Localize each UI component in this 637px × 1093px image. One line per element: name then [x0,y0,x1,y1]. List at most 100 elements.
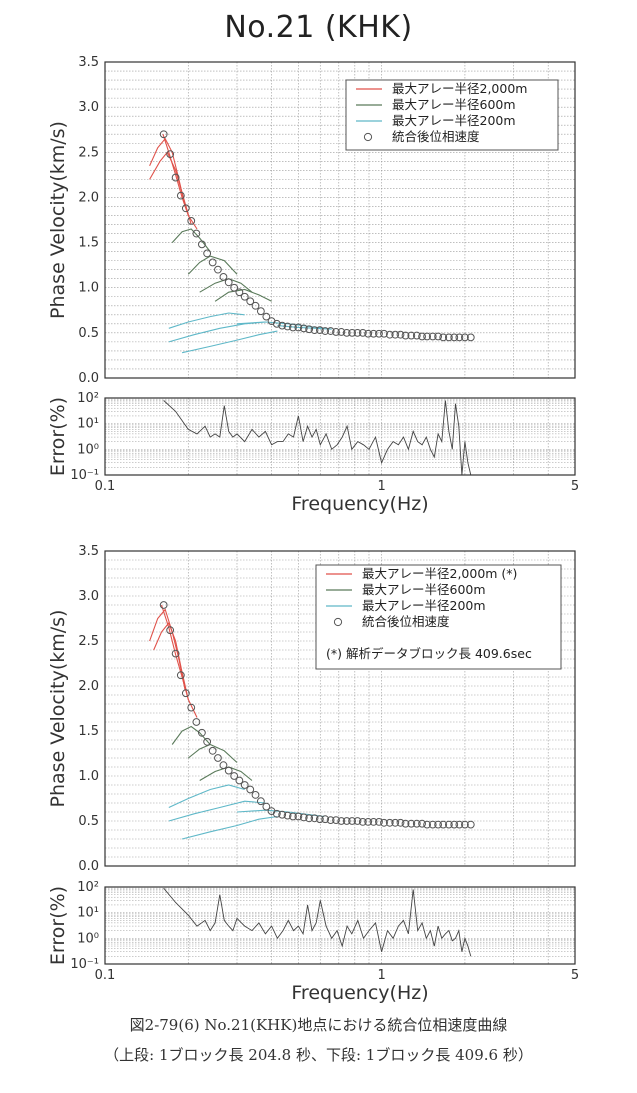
y-tick-label: 0.5 [78,814,99,829]
combined-velocity-point [342,328,351,337]
y-tick-label: 10⁰ [77,442,99,457]
combined-velocity-point [375,818,383,826]
combined-velocity-point [337,328,346,336]
combined-velocity-point [439,333,448,342]
combined-velocity-point [230,283,239,292]
combined-velocity-point [171,173,180,182]
y-tick-label: 0.0 [78,859,99,874]
combined-velocity-point [294,812,303,821]
combined-velocity-point [159,601,168,609]
legend-entry: 統合後位相速度 [362,614,450,629]
legend-entry: 最大アレー半径2,000m [392,81,527,96]
combined-velocity-point [246,297,255,306]
y-tick-label: 3.5 [78,55,99,70]
combined-velocity-point [396,818,405,827]
combined-velocity-point [197,728,206,737]
series-line-array200 [168,800,266,822]
combined-velocity-point [181,204,190,213]
combined-velocity-point [272,319,281,328]
y-tick-label: 1.0 [78,769,99,784]
combined-velocity-point [214,754,222,762]
y-tick-label: 10¹ [77,906,99,921]
combined-velocity-point [289,323,297,332]
combined-velocity-point [181,689,190,698]
combined-velocity-point [197,240,206,249]
error-line [163,887,472,957]
x-axis-label: Frequency(Hz) [291,493,428,515]
combined-velocity-point [412,819,421,828]
series-line-array2000 [153,621,189,700]
series-line-array200 [168,784,245,808]
y-tick-label: 1.0 [78,281,99,296]
combined-velocity-point [219,272,228,281]
x-axis-label: Frequency(Hz) [291,982,428,1004]
combined-velocity-point [187,217,196,225]
y-tick-label: 3.0 [78,589,99,604]
combined-velocity-point [321,327,330,335]
combined-velocity-point [342,817,351,825]
combined-velocity-point [358,818,367,826]
x-tick-label: 1 [377,968,385,983]
combined-velocity-point [444,820,453,829]
combined-velocity-point [332,328,340,336]
series-line-array200 [181,330,278,354]
combined-velocity-point [278,810,287,819]
plot-area [105,398,575,475]
y-tick-label: 1.5 [78,724,99,739]
series-line-array2000 [160,604,198,718]
combined-velocity-point [315,815,324,824]
combined-velocity-point [364,818,373,826]
combined-velocity-point [235,776,244,785]
combined-velocity-point [385,818,394,827]
combined-velocity-point [299,324,308,333]
plot-frame [104,886,576,965]
legend-entry: 最大アレー半径200m [392,113,516,128]
combined-velocity-point [391,818,400,827]
combined-velocity-point [466,333,475,342]
plot-frame [104,61,576,379]
combined-velocity-point [348,817,356,825]
y-tick-label: 2.5 [78,634,99,649]
combined-velocity-point [224,278,233,287]
combined-velocity-point [401,331,410,340]
y-axis-label: Error(%) [47,397,69,476]
combined-velocity-point [256,797,265,806]
legend-entry: 最大アレー半径2,000m (*) [362,566,517,581]
y-tick-label: 0.0 [78,371,99,386]
legend-entry: 最大アレー半径600m [392,97,516,112]
combined-velocity-point [450,820,459,829]
combined-velocity-point [262,312,271,321]
combined-velocity-point [461,333,469,342]
combined-velocity-point [240,292,249,301]
combined-velocity-point [337,817,346,825]
plot-frame [104,550,576,867]
series-line-array600 [171,725,211,745]
series-line-array200 [181,815,278,840]
combined-velocity-point [418,332,426,341]
y-tick-label: 2.0 [78,190,99,205]
y-axis-label: Error(%) [47,886,69,965]
combined-velocity-point [326,327,335,335]
combined-velocity-point [326,816,335,824]
combined-velocity-point [380,329,388,338]
combined-velocity-point [235,288,244,297]
legend-note: (*) 解析データブロック長 409.6sec [326,646,532,661]
combined-velocity-point [159,130,168,139]
series-line-array600 [187,255,238,275]
combined-velocity-point [310,814,319,823]
legend-swatch-circle [333,617,343,627]
combined-velocity-point [401,819,410,828]
combined-velocity-point [407,331,416,340]
plot-area [105,887,575,964]
combined-velocity-point [423,820,432,829]
combined-velocity-point [466,820,475,829]
combined-velocity-point [428,332,437,341]
x-tick-label: 0.1 [95,479,116,494]
combined-velocity-point [461,820,469,829]
y-tick-label: 1.5 [78,236,99,251]
error-panel-2: 10⁻¹ 10⁰ 10¹ 10² Error(%) 0.1 1 5 Frequency(Hz) [47,880,579,1004]
combined-velocity-point [214,265,222,274]
combined-velocity-point [418,819,426,828]
combined-velocity-point [428,820,437,829]
combined-velocity-point [203,737,212,746]
